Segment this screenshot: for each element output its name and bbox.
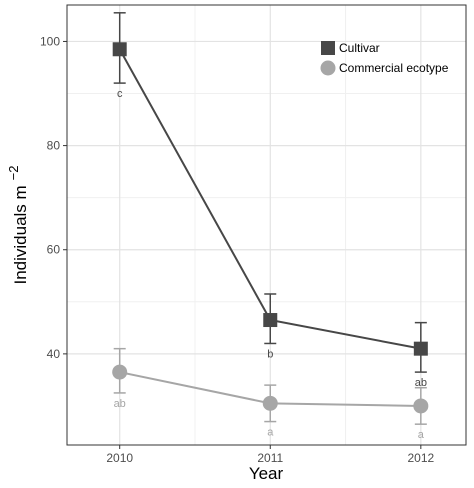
series-commercial-ecotype: ab a a: [112, 347, 429, 441]
axes: 40 60 80 100 2010 2011 2012: [40, 34, 435, 465]
series-layer: ab a a c b ab: [112, 12, 429, 441]
x-tick-label: 2012: [407, 451, 434, 465]
plot-border: [66, 4, 467, 446]
legend-label: Cultivar: [339, 41, 380, 55]
legend-item: Cultivar: [321, 41, 380, 55]
plot-background: [67, 5, 466, 445]
significance-letter: ab: [114, 398, 126, 410]
data-point: [112, 42, 127, 57]
y-axis-title: Individuals m −2: [6, 165, 30, 284]
y-tick-label: 100: [40, 34, 60, 48]
legend-marker: [321, 41, 335, 55]
series-cultivar: c b ab: [112, 12, 428, 389]
data-point: [263, 313, 278, 328]
significance-letter: a: [267, 427, 274, 439]
legend-label: Commercial ecotype: [339, 61, 449, 75]
x-tick-label: 2011: [257, 451, 283, 465]
x-axis-title: Year: [249, 464, 284, 483]
significance-letter: b: [267, 348, 273, 360]
y-tick-label: 80: [47, 139, 61, 153]
y-axis-title-superscript: −2: [6, 165, 21, 180]
data-point: [262, 395, 278, 411]
data-point: [413, 398, 429, 414]
legend: Cultivar Commercial ecotype: [320, 41, 449, 76]
data-point: [112, 364, 128, 380]
legend-marker: [320, 60, 336, 76]
x-tick-label: 2010: [106, 451, 133, 465]
y-tick-label: 60: [47, 243, 61, 257]
y-axis-title-main: Individuals m: [11, 185, 30, 284]
significance-letter: a: [418, 429, 425, 441]
significance-letter: c: [117, 88, 123, 100]
legend-item: Commercial ecotype: [320, 60, 449, 76]
significance-letter: ab: [415, 377, 427, 389]
y-tick-label: 40: [47, 347, 61, 361]
data-point: [413, 341, 428, 356]
